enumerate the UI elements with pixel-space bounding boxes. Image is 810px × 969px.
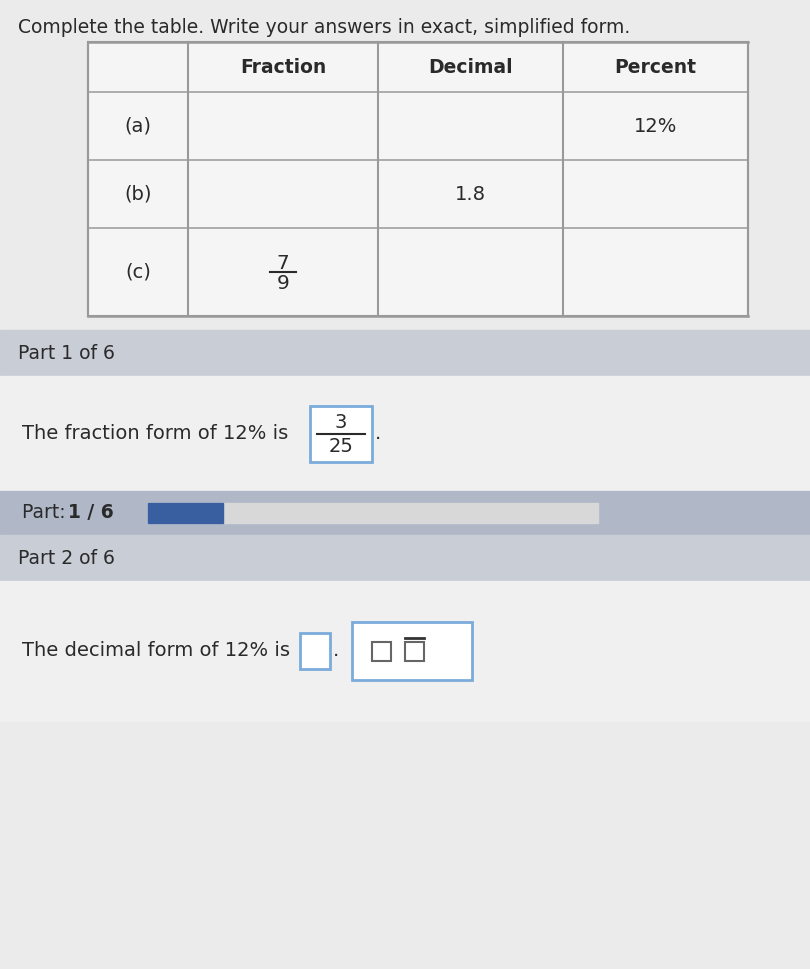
Bar <box>148 503 223 523</box>
Text: 25: 25 <box>329 437 353 456</box>
Bar <box>0 330 810 376</box>
Bar <box>0 376 810 491</box>
Bar <box>352 622 472 680</box>
Text: .: . <box>333 641 339 661</box>
Text: 1 / 6: 1 / 6 <box>68 504 113 522</box>
Bar <box>300 633 330 669</box>
Bar <box>310 405 372 461</box>
Text: Part:: Part: <box>22 504 71 522</box>
Bar <box>148 503 598 523</box>
Text: Fraction: Fraction <box>240 57 326 77</box>
Text: 3: 3 <box>335 413 347 432</box>
Text: 1.8: 1.8 <box>455 184 486 203</box>
Bar <box>0 491 810 535</box>
Text: The fraction form of 12% is: The fraction form of 12% is <box>22 424 295 443</box>
Bar <box>88 42 748 316</box>
Text: 12%: 12% <box>633 116 677 136</box>
Bar <box>372 641 391 661</box>
Bar <box>0 581 810 721</box>
Bar <box>405 641 424 661</box>
Text: Part 1 of 6: Part 1 of 6 <box>18 343 115 362</box>
Text: .: . <box>375 424 382 443</box>
Text: Percent: Percent <box>615 57 697 77</box>
Bar <box>0 535 810 581</box>
Text: (b): (b) <box>124 184 151 203</box>
Text: 9: 9 <box>277 273 289 293</box>
Text: Part 2 of 6: Part 2 of 6 <box>18 548 115 568</box>
Text: (a): (a) <box>125 116 151 136</box>
Text: Decimal: Decimal <box>428 57 513 77</box>
Text: Complete the table. Write your answers in exact, simplified form.: Complete the table. Write your answers i… <box>18 18 630 37</box>
Text: The decimal form of 12% is: The decimal form of 12% is <box>22 641 302 661</box>
Text: 7: 7 <box>277 254 289 272</box>
Text: (c): (c) <box>125 263 151 282</box>
